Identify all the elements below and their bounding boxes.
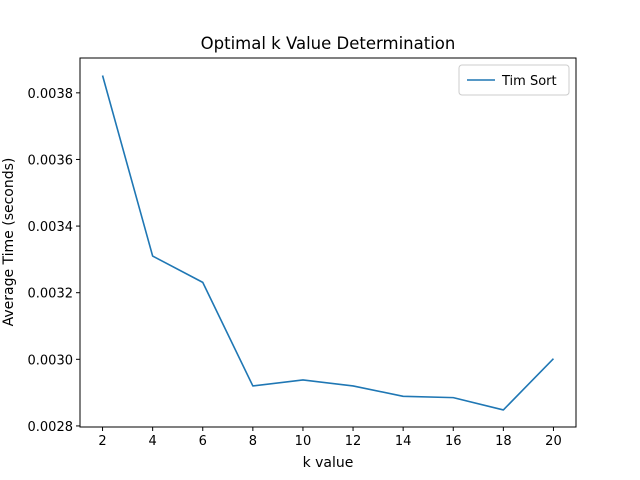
series-line <box>101 75 555 411</box>
legend-label: Tim Sort <box>501 74 557 89</box>
chart-title: Optimal k Value Determination <box>201 34 456 53</box>
y-tick-label: 0.0034 <box>28 220 74 235</box>
y-tick-label: 0.0032 <box>28 287 74 302</box>
x-axis-title: k value <box>303 455 354 471</box>
x-tick-label: 4 <box>149 434 157 449</box>
legend-box <box>458 64 570 96</box>
legend: Tim Sort <box>458 64 570 96</box>
x-tick-label: 20 <box>545 434 562 449</box>
x-tick-label: 18 <box>495 434 512 449</box>
y-tick-label: 0.0028 <box>28 420 74 435</box>
axes-frame <box>79 57 577 428</box>
x-tick-label: 6 <box>199 434 207 449</box>
x-tick-label: 10 <box>295 434 312 449</box>
x-tick-label: 12 <box>345 434 362 449</box>
plot-area: 2 4 6 8 10 12 14 16 18 20 0.0028 0.0030 0.0032 0.0034… <box>28 57 577 449</box>
y-tick-label: 0.0038 <box>28 87 74 102</box>
x-tick-label: 2 <box>98 434 106 449</box>
y-axis-title: Average Time (seconds) <box>1 158 17 327</box>
x-tick-label: 8 <box>249 434 257 449</box>
x-tick-label: 14 <box>395 434 412 449</box>
y-tick-label: 0.0030 <box>28 353 74 368</box>
x-tick-label: 16 <box>445 434 462 449</box>
y-tick-label: 0.0036 <box>28 153 74 168</box>
